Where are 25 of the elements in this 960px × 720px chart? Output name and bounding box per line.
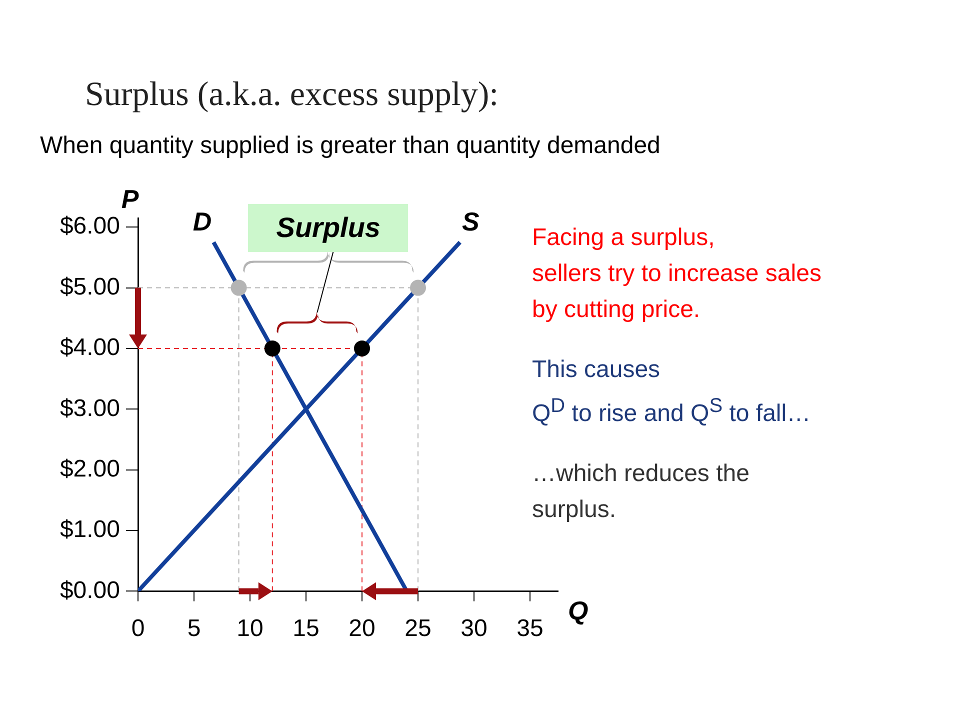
y-tick-label: $1.00 — [60, 516, 120, 544]
x-tick-label: 5 — [187, 615, 201, 642]
chart-title: Surplus (a.k.a. excess supply): — [85, 76, 499, 114]
series-label: D — [192, 206, 212, 236]
annotation: Surplus — [248, 204, 408, 252]
x-tick-label: 20 — [348, 615, 376, 642]
chart-subtitle: When quantity supplied is greater than quantity demanded — [40, 132, 660, 160]
x-tick-label: 35 — [516, 615, 544, 642]
annotation: Facing a surplus, sellers try to increase sales by cutting price. — [532, 223, 822, 325]
x-tick-label: 10 — [236, 615, 264, 642]
y-tick-label: $2.00 — [60, 455, 120, 482]
y-tick-label: $4.00 — [60, 334, 120, 362]
y-tick-label: $5.00 — [60, 273, 120, 300]
y-axis-title: P — [121, 184, 140, 214]
x-tick-label: 25 — [404, 615, 432, 642]
x-tick-label: 0 — [131, 615, 145, 642]
annotation: …which reduces the surplus. — [532, 459, 750, 525]
series-label: S — [462, 206, 480, 236]
annotation: This causes Q$^{D}$ to rise and Q$^{S}$ to fall… — [532, 355, 812, 429]
x-axis-title: Q — [568, 595, 588, 626]
x-tick-label: 30 — [460, 615, 488, 642]
y-tick-label: $0.00 — [60, 576, 120, 604]
y-tick-label: $3.00 — [60, 394, 120, 422]
y-tick-label: $6.00 — [60, 212, 120, 240]
x-tick-label: 15 — [292, 615, 320, 642]
